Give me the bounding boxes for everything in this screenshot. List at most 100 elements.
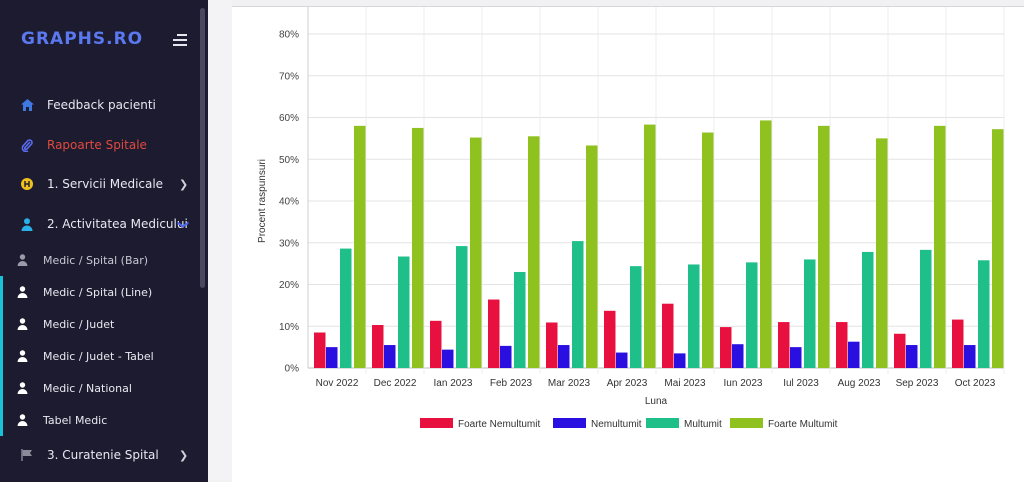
bar [876,138,888,368]
bar [688,264,700,368]
content-gutter [208,0,232,482]
hospital-icon [20,177,34,191]
bar [412,127,424,368]
y-axis-title: Procent raspunsuri [257,159,268,243]
menu-toggle-icon[interactable] [173,34,187,49]
y-tick-label: 70% [279,71,299,82]
y-tick-label: 50% [279,155,299,166]
nav-curatenie-spital[interactable]: 3. Curatenie Spital ❯ [0,445,208,465]
x-tick-label: Apr 2023 [607,378,648,389]
y-tick-label: 60% [279,113,299,124]
bar [746,262,758,368]
bar [586,145,598,368]
sub-label: Medic / Spital (Line) [43,285,153,299]
bar [862,251,874,368]
sub-medic-judet-tabel[interactable]: Medic / Judet - Tabel [0,340,208,372]
sub-tabel-medic[interactable]: Tabel Medic [0,404,208,436]
y-tick-label: 80% [279,30,299,41]
brand-logo[interactable]: GRAPHS.RO [21,29,144,49]
bar [894,333,906,368]
bar [848,341,860,368]
bar [470,137,482,368]
bar-chart: 0% 10% 20% 30% 40% 50% 60% 70% 80% Procent raspun… [257,7,1005,430]
y-tick-label: 10% [279,322,299,333]
x-tick-label: Mai 2023 [664,378,706,389]
sidebar-scrollbar[interactable] [200,8,205,288]
nav-feedback-pacienti[interactable]: Feedback pacienti [0,95,208,115]
bar [778,322,790,368]
bar [630,266,642,368]
nav-label: 1. Servicii Medicale [47,177,164,191]
nav-rapoarte-spitale[interactable]: Rapoarte Spitale [0,135,208,155]
y-tick-label: 0% [285,364,300,375]
y-tick-label: 30% [279,238,299,249]
bar [804,259,816,368]
bar [760,120,772,368]
x-tick-label: Iun 2023 [724,378,763,389]
legend-swatch [420,418,453,428]
y-tick-label: 20% [279,280,299,291]
x-tick-label: Aug 2023 [838,378,881,389]
bar [354,125,366,368]
bar [514,271,526,368]
sub-medic-national[interactable]: Medic / National [0,372,208,404]
bar [558,345,570,368]
bar [340,248,352,368]
active-indicator [0,372,3,404]
doctor-icon [17,286,29,298]
sub-medic-judet[interactable]: Medic / Judet [0,308,208,340]
nav-activitatea-medicului[interactable]: 2. Activitatea Medicului ❯ [0,214,208,234]
x-tick-label: Ian 2023 [434,378,473,389]
doctor-icon [17,382,29,394]
x-tick-label: Dec 2022 [374,378,417,389]
legend-swatch [730,418,763,428]
x-tick-label: Feb 2023 [490,378,533,389]
legend-label: Foarte Nemultumit [458,419,540,430]
bar [546,322,558,368]
legend-label: Nemultumit [591,419,642,430]
bar [500,345,512,368]
footer-text [284,478,984,482]
active-indicator [0,308,3,340]
bar [964,345,976,368]
bar [818,125,830,368]
bar [978,260,990,368]
bar [372,324,384,368]
bar [430,320,442,368]
chart-card: 0% 10% 20% 30% 40% 50% 60% 70% 80% Procent raspun… [232,6,1024,482]
bar [992,129,1004,368]
legend-swatch [646,418,679,428]
nav-servicii-medicale[interactable]: 1. Servicii Medicale ❯ [0,174,208,194]
sub-label: Medic / National [43,381,132,395]
bar [836,322,848,368]
chevron-right-icon: ❯ [179,177,189,191]
nav-label: Feedback pacienti [47,98,156,112]
sub-label: Medic / Judet [43,317,115,331]
sub-label: Medic / Spital (Bar) [43,253,149,267]
nav-label: Rapoarte Spitale [47,138,147,152]
doctor-icon [17,350,29,362]
y-tick-label: 40% [279,197,299,208]
flag-icon [20,448,34,462]
sub-label: Medic / Judet - Tabel [43,349,154,363]
bar [906,345,918,368]
bar [326,347,338,368]
bar [314,332,326,368]
doctor-icon [17,254,29,266]
bar [528,136,540,368]
bar [572,241,584,368]
sub-label: Tabel Medic [43,413,108,427]
bar [952,319,964,368]
nav-label: 3. Curatenie Spital [47,448,159,462]
bar [674,353,686,368]
sub-medic-spital-line[interactable]: Medic / Spital (Line) [0,276,208,308]
bar [384,345,396,368]
bar [934,125,946,368]
sub-medic-spital-bar[interactable]: Medic / Spital (Bar) [0,250,208,270]
bar [790,347,802,368]
bar [398,256,410,368]
bar [644,124,656,368]
active-indicator [0,404,3,436]
home-icon [20,98,34,112]
x-tick-label: Mar 2023 [548,378,591,389]
